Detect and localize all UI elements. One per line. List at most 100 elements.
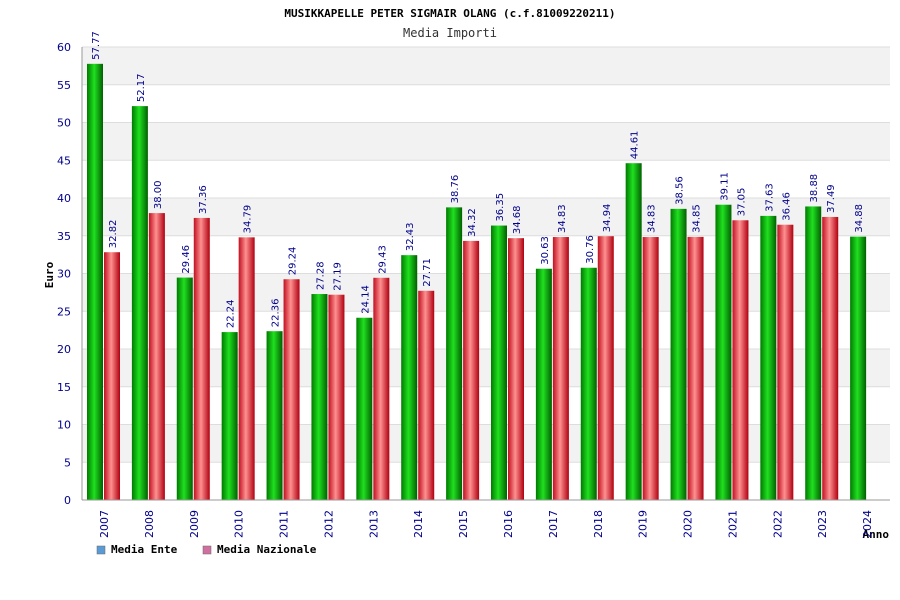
bar-media-ente [535, 268, 552, 500]
y-tick-label: 10 [57, 419, 71, 432]
x-tick-label: 2020 [682, 510, 695, 538]
bar-media-ente [491, 225, 507, 500]
grid-band [82, 462, 890, 500]
x-tick-label: 2014 [412, 510, 425, 538]
x-tick-label: 2021 [726, 510, 739, 538]
x-tick-label: 2007 [98, 510, 111, 538]
data-label: 32.82 [108, 220, 119, 249]
y-tick-label: 50 [57, 117, 71, 130]
x-axis-label: Anno [863, 528, 890, 541]
bar-media-ente [446, 207, 463, 500]
x-tick-label: 2010 [233, 510, 246, 538]
y-tick-label: 20 [57, 343, 71, 356]
x-tick-label: 2015 [457, 510, 470, 538]
bar-media-nazionale [508, 238, 524, 500]
grid-band [82, 84, 890, 123]
data-label: 52.17 [136, 73, 147, 102]
data-label: 22.36 [271, 299, 282, 328]
data-label: 27.71 [422, 258, 433, 287]
data-label: 37.05 [736, 188, 747, 217]
data-label: 38.56 [675, 176, 686, 205]
x-tick-label: 2023 [816, 510, 829, 538]
bar-media-ente [805, 206, 822, 500]
y-tick-label: 55 [57, 79, 71, 92]
x-tick-label: 2018 [592, 510, 605, 538]
y-tick-label: 0 [64, 494, 71, 507]
chart-subtitle: Media Importi [403, 26, 497, 40]
bar-media-ente [401, 255, 418, 500]
data-label: 37.63 [764, 183, 775, 212]
bar-media-ente [131, 106, 148, 500]
data-label: 32.43 [405, 223, 416, 252]
y-tick-label: 35 [57, 230, 71, 243]
data-label: 22.24 [226, 299, 237, 328]
legend-entry: Media Nazionale [217, 543, 317, 556]
bar-media-nazionale [373, 277, 390, 500]
y-tick-label: 60 [57, 41, 71, 54]
bar-media-ente [580, 267, 597, 500]
bar-media-ente [760, 215, 777, 500]
data-label: 38.76 [450, 175, 461, 204]
x-tick-label: 2012 [322, 510, 335, 538]
y-tick-label: 40 [57, 192, 71, 205]
grid-band [82, 235, 890, 274]
data-label: 30.63 [540, 236, 551, 265]
bar-media-ente [670, 208, 687, 500]
data-label: 34.79 [243, 205, 254, 234]
x-tick-label: 2024 [861, 510, 874, 538]
data-label: 38.00 [153, 180, 164, 209]
x-tick-label: 2013 [367, 510, 380, 538]
bar-media-ente [356, 317, 373, 500]
data-label: 34.83 [557, 204, 568, 233]
bar-media-nazionale [193, 217, 210, 500]
data-label: 27.28 [315, 261, 326, 290]
data-label: 36.46 [781, 192, 792, 221]
bar-media-nazionale [822, 216, 839, 500]
data-label: 34.88 [854, 204, 865, 233]
grid-band [82, 386, 890, 425]
grid-band [82, 273, 890, 312]
grid-band [82, 122, 890, 161]
legend-swatch [96, 545, 106, 555]
bar-media-ente [715, 204, 732, 501]
data-label: 27.19 [332, 262, 343, 291]
data-label: 34.83 [647, 204, 658, 233]
bar-media-ente [311, 294, 328, 500]
data-label: 29.46 [181, 245, 192, 274]
data-label: 37.49 [826, 184, 837, 213]
bar-media-ente [221, 332, 238, 500]
data-label: 34.32 [467, 208, 478, 237]
x-tick-labels: 2007 2008 2009 2010 2011 2012 2013 2014 2015 2016… [98, 510, 874, 538]
legend-entry: Media Ente [111, 543, 178, 556]
grid-bands [82, 47, 890, 500]
grid-band [82, 47, 890, 85]
grid-band [82, 198, 890, 236]
bar-media-ente [87, 63, 103, 501]
legend-swatch [202, 545, 212, 555]
bar-media-nazionale [687, 236, 704, 500]
data-label: 57.77 [91, 31, 102, 60]
data-label: 36.35 [495, 193, 506, 222]
data-label: 34.94 [602, 204, 613, 233]
bar-media-ente [266, 331, 283, 500]
legend: Media Ente Media Nazionale [96, 543, 317, 556]
bars: 57.77 32.82 52.17 38.00 29.46 37.36 22.24 34.79… [87, 31, 867, 501]
bar-media-nazionale [104, 252, 120, 500]
bar-media-nazionale [552, 237, 569, 500]
bar-media-nazionale [238, 237, 255, 500]
y-tick-label: 30 [57, 268, 71, 281]
bar-media-nazionale [597, 236, 614, 500]
bar-media-nazionale [463, 240, 480, 500]
y-tick-label: 15 [57, 381, 71, 394]
x-tick-label: 2022 [771, 510, 784, 538]
grid-band [82, 160, 890, 198]
data-label: 29.43 [377, 245, 388, 274]
chart-title: MUSIKKAPELLE PETER SIGMAIR OLANG (c.f.81… [284, 7, 615, 20]
x-tick-label: 2016 [502, 510, 515, 538]
data-label: 29.24 [288, 247, 299, 276]
axes [81, 47, 890, 501]
y-tick-label: 25 [57, 305, 71, 318]
bar-media-ente [176, 277, 193, 500]
bar-media-nazionale [777, 224, 794, 501]
